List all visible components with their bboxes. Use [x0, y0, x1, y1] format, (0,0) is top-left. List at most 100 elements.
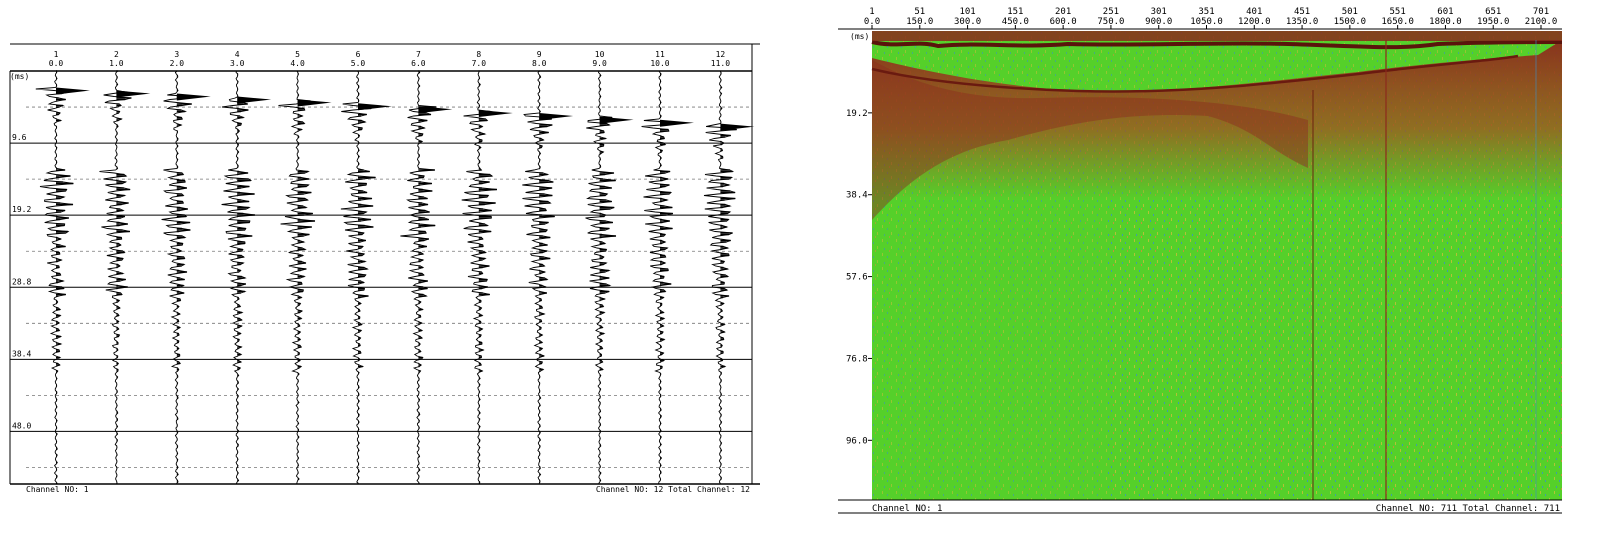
distance-label: 1800.0	[1429, 17, 1462, 27]
channel-number-label: 8	[476, 50, 481, 59]
time-tick-label: 19.2	[846, 109, 868, 119]
trace-number-label: 151	[1007, 7, 1023, 17]
section-plot-area	[871, 31, 1563, 500]
channel-offset-label: 4.0	[290, 59, 305, 68]
channel-number-label: 3	[174, 50, 179, 59]
channel-number-label: 5	[295, 50, 300, 59]
footer-right: Channel NO: 12 Total Channel: 12	[596, 485, 750, 494]
trace-number-label: 701	[1533, 7, 1549, 17]
time-tick-label: 57.6	[846, 273, 868, 283]
trace-number-label: 651	[1485, 7, 1501, 17]
distance-label: 1200.0	[1238, 17, 1271, 27]
trace-number-label: 501	[1342, 7, 1358, 17]
first-break-pulse	[176, 93, 211, 101]
channel-number-label: 2	[114, 50, 119, 59]
section-frame	[838, 28, 1562, 514]
seismic-trace	[703, 70, 737, 484]
channel-offset-label: 10.0	[650, 59, 669, 68]
time-tick-label: 38.4	[12, 349, 31, 358]
time-tick-label: 38.4	[846, 191, 868, 201]
wiggle-frame	[9, 43, 760, 485]
strong-reflector-line	[871, 54, 1519, 93]
distance-label: 150.0	[906, 17, 933, 27]
channel-number-label: 12	[716, 50, 726, 59]
trace-number-label: 51	[914, 7, 925, 17]
trace-number-label: 451	[1294, 7, 1310, 17]
trace-number-label: 251	[1103, 7, 1119, 17]
time-unit-label: (ms)	[10, 72, 29, 81]
first-break-pulse	[418, 106, 453, 114]
time-tick-label: 9.6	[12, 133, 27, 142]
channel-number-label: 9	[537, 50, 542, 59]
time-tick-label: 96.0	[846, 436, 868, 446]
first-break-pulse	[116, 90, 151, 98]
first-break-pulse	[599, 116, 634, 124]
trace-number-label: 101	[959, 7, 975, 17]
seismic-trace	[400, 70, 437, 484]
first-break-pulse	[56, 87, 90, 95]
seismic-trace	[522, 70, 555, 484]
channel-offset-label: 0.0	[49, 59, 64, 68]
surface-reflector	[871, 40, 1563, 50]
trace-number-label: 201	[1055, 7, 1071, 17]
channel-offset-label: 2.0	[170, 59, 185, 68]
time-gridlines	[10, 106, 752, 468]
channel-number-label: 1	[54, 50, 59, 59]
trace-number-label: 601	[1437, 7, 1453, 17]
time-tick-labels: 9.6 19.2 28.8 38.4 48.0	[12, 133, 31, 430]
channel-offset-label: 6.0	[411, 59, 426, 68]
footer-left-right-chart: Channel NO: 1	[872, 504, 942, 514]
channel-number-label: 10	[595, 50, 605, 59]
wiggle-trace-chart: (ms) 9.6 19.2 28.8 38.4 48.0 10.0 21.0 32.0 43.…	[9, 43, 760, 494]
first-break-pulse	[720, 123, 755, 131]
time-tick-label: 28.8	[12, 277, 31, 286]
time-tick-label: 76.8	[846, 354, 868, 364]
seismic-trace	[221, 70, 256, 484]
channel-number-label: 4	[235, 50, 240, 59]
channel-offset-label: 1.0	[109, 59, 124, 68]
channel-number-label: 11	[655, 50, 665, 59]
distance-label: 600.0	[1050, 17, 1077, 27]
distance-label: 450.0	[1002, 17, 1029, 27]
channel-number-label: 6	[356, 50, 361, 59]
trace-number-label: 351	[1198, 7, 1214, 17]
channel-offset-label: 5.0	[351, 59, 366, 68]
first-break-pulse	[478, 110, 513, 118]
seismic-trace	[35, 70, 74, 484]
distance-label: 300.0	[954, 17, 981, 27]
channel-offset-label: 3.0	[230, 59, 245, 68]
trace-number-label: 551	[1390, 7, 1406, 17]
distance-label: 1350.0	[1286, 17, 1319, 27]
channel-offset-label: 11.0	[711, 59, 730, 68]
first-break-pulse	[539, 113, 574, 121]
first-break-pulse	[237, 96, 272, 104]
distance-label: 1650.0	[1381, 17, 1414, 27]
time-tick-label: 48.0	[12, 421, 31, 430]
trace-number-label: 301	[1151, 7, 1167, 17]
footer-right-right-chart: Channel NO: 711 Total Channel: 711	[1376, 504, 1560, 514]
seismic-trace	[641, 70, 680, 484]
channel-offset-label: 7.0	[472, 59, 487, 68]
distance-label: 1500.0	[1334, 17, 1367, 27]
time-tick-labels-right: 19.2 38.4 57.6 76.8 96.0	[846, 109, 872, 446]
shallow-reflector-zone	[872, 40, 1562, 200]
first-break-pulse	[660, 119, 694, 127]
first-break-pulse	[297, 99, 332, 107]
deep-reflector-zone	[872, 60, 1308, 220]
channel-number-label: 7	[416, 50, 421, 59]
seismic-trace	[585, 70, 617, 484]
distance-label: 1050.0	[1190, 17, 1223, 27]
channel-offset-label: 8.0	[532, 59, 547, 68]
distance-label: 2100.0	[1525, 17, 1558, 27]
distance-label: 1950.0	[1477, 17, 1510, 27]
seismic-trace	[161, 70, 195, 484]
distance-label: 0.0	[864, 17, 880, 27]
seismic-trace	[278, 70, 316, 484]
distance-label: 900.0	[1145, 17, 1172, 27]
distance-label: 750.0	[1097, 17, 1124, 27]
channel-offset-label: 9.0	[592, 59, 607, 68]
footer-left: Channel NO: 1	[26, 485, 89, 494]
time-unit-label-right: (ms)	[850, 32, 869, 41]
seismic-trace	[99, 70, 132, 484]
